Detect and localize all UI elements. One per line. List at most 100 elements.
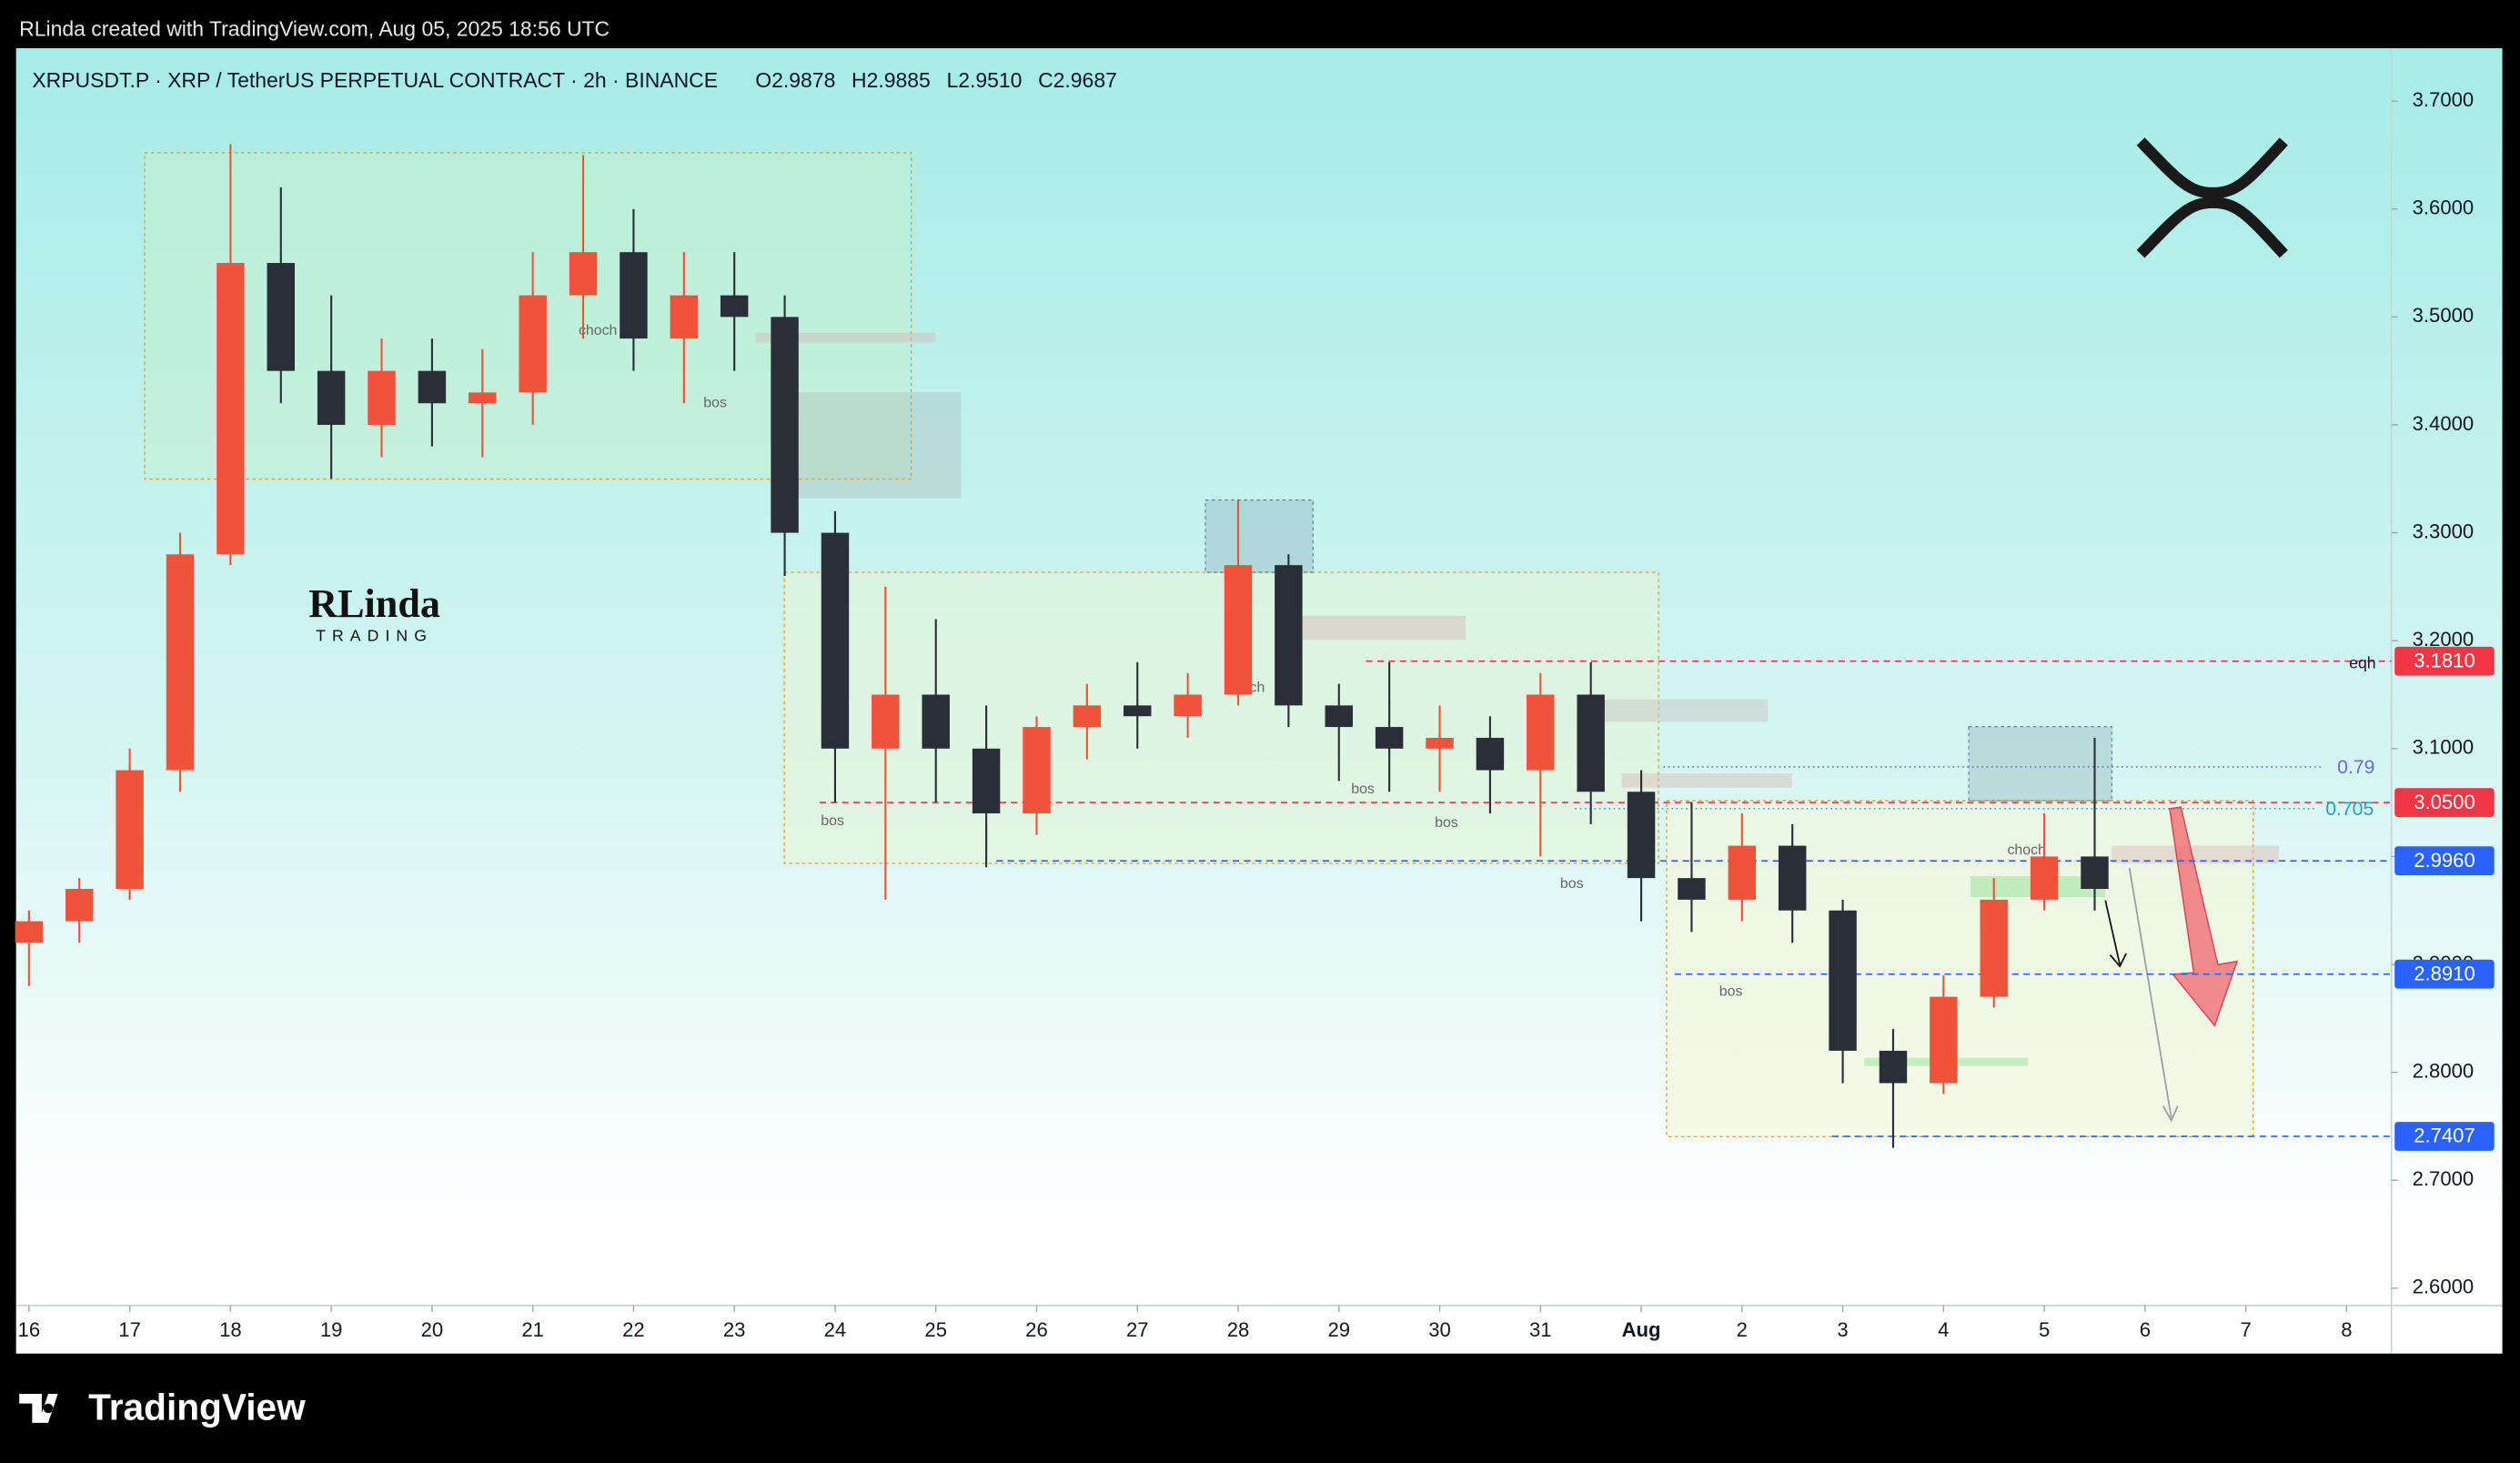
- x-tick-label: 2: [1737, 1318, 1748, 1341]
- price-label-bg: [2394, 959, 2495, 989]
- y-tick-label: 3.5000: [2413, 304, 2475, 327]
- candle-body: [1577, 694, 1605, 792]
- watermark-name: RLinda: [308, 581, 440, 626]
- candle-body: [1426, 737, 1454, 749]
- annotation: eqh: [2349, 653, 2375, 671]
- candle-body: [569, 252, 598, 296]
- candle-body: [1224, 565, 1253, 695]
- candle-body: [65, 888, 94, 922]
- candle-body: [418, 370, 447, 404]
- annotation: bos: [1435, 815, 1458, 831]
- price-label: 3.0500: [2414, 791, 2475, 813]
- y-tick-label: 2.7000: [2413, 1167, 2475, 1190]
- candle-body: [1879, 1050, 1908, 1084]
- candle-body: [1527, 694, 1555, 771]
- ohlc-value: O2.9878: [755, 68, 835, 92]
- x-tick-label: 7: [2240, 1318, 2251, 1341]
- x-tick-label: 16: [18, 1318, 41, 1341]
- price-label: 3.1810: [2414, 649, 2475, 671]
- ohlc-value: L2.9510: [946, 68, 1022, 92]
- candle-body: [821, 532, 850, 749]
- candle-body: [2030, 856, 2059, 900]
- annotation: bos: [1719, 984, 1743, 999]
- drawings: [144, 137, 2323, 1137]
- watermark-sub: TRADING: [316, 626, 433, 644]
- x-tick-label: 18: [219, 1318, 242, 1341]
- x-tick-label: 31: [1529, 1318, 1552, 1341]
- zone: [1596, 699, 1769, 722]
- zone: [755, 332, 936, 343]
- xrp-logo: [2136, 137, 2288, 258]
- x-tick-label: Aug: [1622, 1318, 1661, 1341]
- zone: [2112, 845, 2280, 863]
- zone: [1294, 615, 1467, 641]
- candle-body: [217, 263, 245, 555]
- attribution: RLinda created with TradingView.com, Aug…: [19, 17, 610, 41]
- x-tick-label: 3: [1837, 1318, 1848, 1341]
- zone: [1205, 499, 1314, 573]
- projection-arrow: [2104, 900, 2121, 965]
- candle-body: [1174, 694, 1202, 717]
- candle-body: [1930, 996, 1958, 1084]
- x-tick-label: 6: [2140, 1318, 2151, 1341]
- projection-arrow: [2128, 868, 2172, 1118]
- footer-bar: [0, 1353, 2520, 1463]
- footer-brand: TradingView: [88, 1386, 306, 1428]
- candle-body: [922, 694, 950, 749]
- candle-body: [519, 295, 547, 393]
- candle-body: [166, 554, 195, 771]
- x-tick-label: 21: [521, 1318, 544, 1341]
- y-tick-label: 2.8000: [2413, 1059, 2475, 1082]
- candle-body: [720, 295, 749, 318]
- annotation: 0.79: [2337, 757, 2374, 778]
- x-tick-label: 19: [320, 1318, 343, 1341]
- candle-body: [1375, 727, 1404, 749]
- candle-body: [1124, 705, 1152, 717]
- ohlc-value: H2.9885: [852, 68, 931, 92]
- x-tick-label: 4: [1938, 1318, 1949, 1341]
- annotation: bos: [821, 813, 844, 829]
- projection-arrow-head: [2162, 1105, 2179, 1123]
- y-tick-label: 3.4000: [2413, 412, 2475, 435]
- x-tick-label: 26: [1025, 1318, 1048, 1341]
- candle-body: [2081, 856, 2109, 889]
- candle-body: [670, 295, 699, 339]
- bearish-arrow: [2169, 806, 2239, 1027]
- x-tick-label: 22: [622, 1318, 645, 1341]
- price-label-bg: [2394, 788, 2495, 818]
- annotation: choch: [2007, 842, 2045, 858]
- annotation: 0.705: [2325, 799, 2374, 820]
- price-label-bg: [2394, 846, 2495, 876]
- candle-body: [1778, 845, 1807, 911]
- y-tick-label: 3.1000: [2413, 736, 2475, 759]
- zone: [1968, 726, 2112, 802]
- candle-body: [1023, 727, 1051, 813]
- y-tick-label: 3.3000: [2413, 520, 2475, 542]
- candle-body: [1073, 705, 1102, 728]
- ohlc-legend: O2.9878 H2.9885 L2.9510 C2.9687: [755, 68, 1117, 92]
- zone: [782, 392, 962, 499]
- annotation: bos: [1351, 782, 1375, 797]
- x-tick-label: 17: [118, 1318, 141, 1341]
- candle-body: [771, 317, 799, 533]
- candle-body: [620, 252, 648, 339]
- price-label: 2.7407: [2414, 1125, 2475, 1147]
- candle-body: [1476, 737, 1505, 771]
- candle-body: [1728, 845, 1757, 900]
- y-tick-label: 3.6000: [2413, 197, 2475, 219]
- candle-body: [116, 770, 144, 889]
- ohlc-value: C2.9687: [1038, 68, 1117, 92]
- annotation: bos: [703, 396, 727, 411]
- candle-body: [317, 370, 346, 425]
- chart-title: XRPUSDT.P · XRP / TetherUS PERPETUAL CON…: [32, 68, 718, 92]
- x-tick-label: 29: [1327, 1318, 1350, 1341]
- candle-body: [1275, 565, 1303, 706]
- candle-body: [1627, 792, 1656, 879]
- x-tick-label: 30: [1428, 1318, 1451, 1341]
- x-tick-label: 8: [2341, 1318, 2352, 1341]
- candle-body: [872, 694, 900, 749]
- zone: [1666, 800, 2254, 1137]
- x-tick-label: 23: [723, 1318, 746, 1341]
